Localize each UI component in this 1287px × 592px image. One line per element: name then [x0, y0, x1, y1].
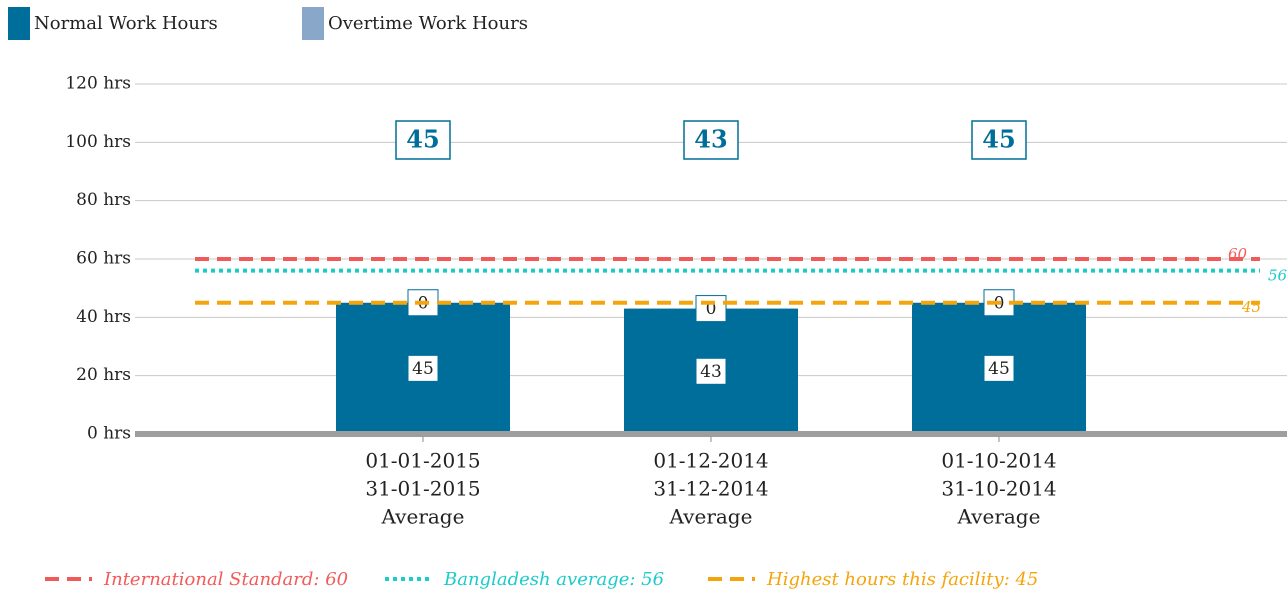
y-tick-label: 80 hrs [76, 190, 131, 210]
reference-value: 45 [1241, 298, 1261, 316]
value-label: 43 [700, 362, 722, 382]
x-tick-label: 01-01-2015 [365, 449, 480, 473]
total-label-box [971, 120, 1027, 160]
reference-legend-label: Bangladesh average: 56 [443, 569, 664, 590]
x-tick-label: 31-10-2014 [941, 477, 1056, 501]
y-tick-label: 40 hrs [76, 307, 131, 327]
value-label: 0 [706, 299, 717, 319]
x-tick-label: 31-01-2015 [365, 477, 480, 501]
y-tick-label: 20 hrs [76, 365, 131, 385]
value-label-box [407, 354, 439, 382]
reference-legend-label: Highest hours this facility: 45 [766, 569, 1038, 590]
total-label-box [683, 120, 739, 160]
y-tick-label: 60 hrs [76, 249, 131, 269]
legend-swatch [8, 7, 30, 40]
value-label-box [695, 357, 727, 385]
total-label: 43 [694, 125, 727, 154]
legend-label: Overtime Work Hours [328, 13, 528, 34]
x-tick-label: Average [669, 505, 753, 529]
y-tick-label: 120 hrs [65, 74, 131, 94]
value-label: 45 [988, 359, 1010, 379]
x-tick-label: Average [381, 505, 465, 529]
x-tick-label: 31-12-2014 [653, 477, 768, 501]
reference-value: 60 [1228, 245, 1248, 263]
total-label: 45 [982, 125, 1015, 154]
total-label: 45 [406, 125, 439, 154]
reference-legend-label: International Standard: 60 [103, 569, 348, 590]
legend-label: Normal Work Hours [34, 13, 218, 34]
x-tick-label: 01-12-2014 [653, 449, 768, 473]
total-label-box [395, 120, 451, 160]
y-tick-label: 0 hrs [87, 424, 131, 444]
y-tick-label: 100 hrs [65, 132, 131, 152]
value-label-box [695, 295, 727, 323]
x-tick-label: 01-10-2014 [941, 449, 1056, 473]
legend-swatch [302, 7, 324, 40]
reference-value: 56 [1268, 267, 1287, 285]
value-label-box [983, 354, 1015, 382]
value-label: 45 [412, 359, 434, 379]
x-tick-label: Average [957, 505, 1041, 529]
